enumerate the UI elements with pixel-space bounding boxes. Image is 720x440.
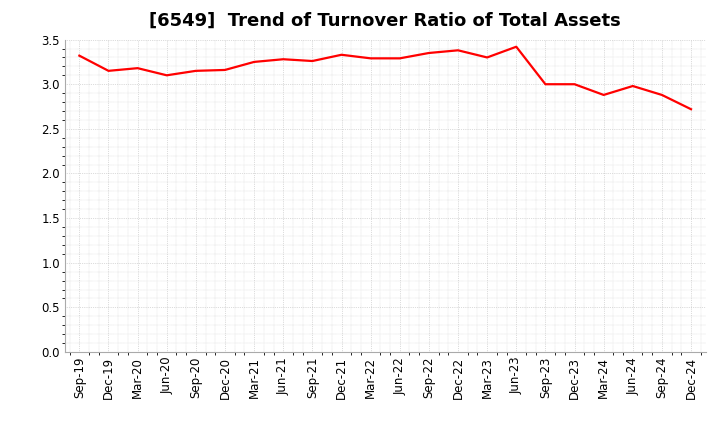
Title: [6549]  Trend of Turnover Ratio of Total Assets: [6549] Trend of Turnover Ratio of Total … <box>149 12 621 30</box>
